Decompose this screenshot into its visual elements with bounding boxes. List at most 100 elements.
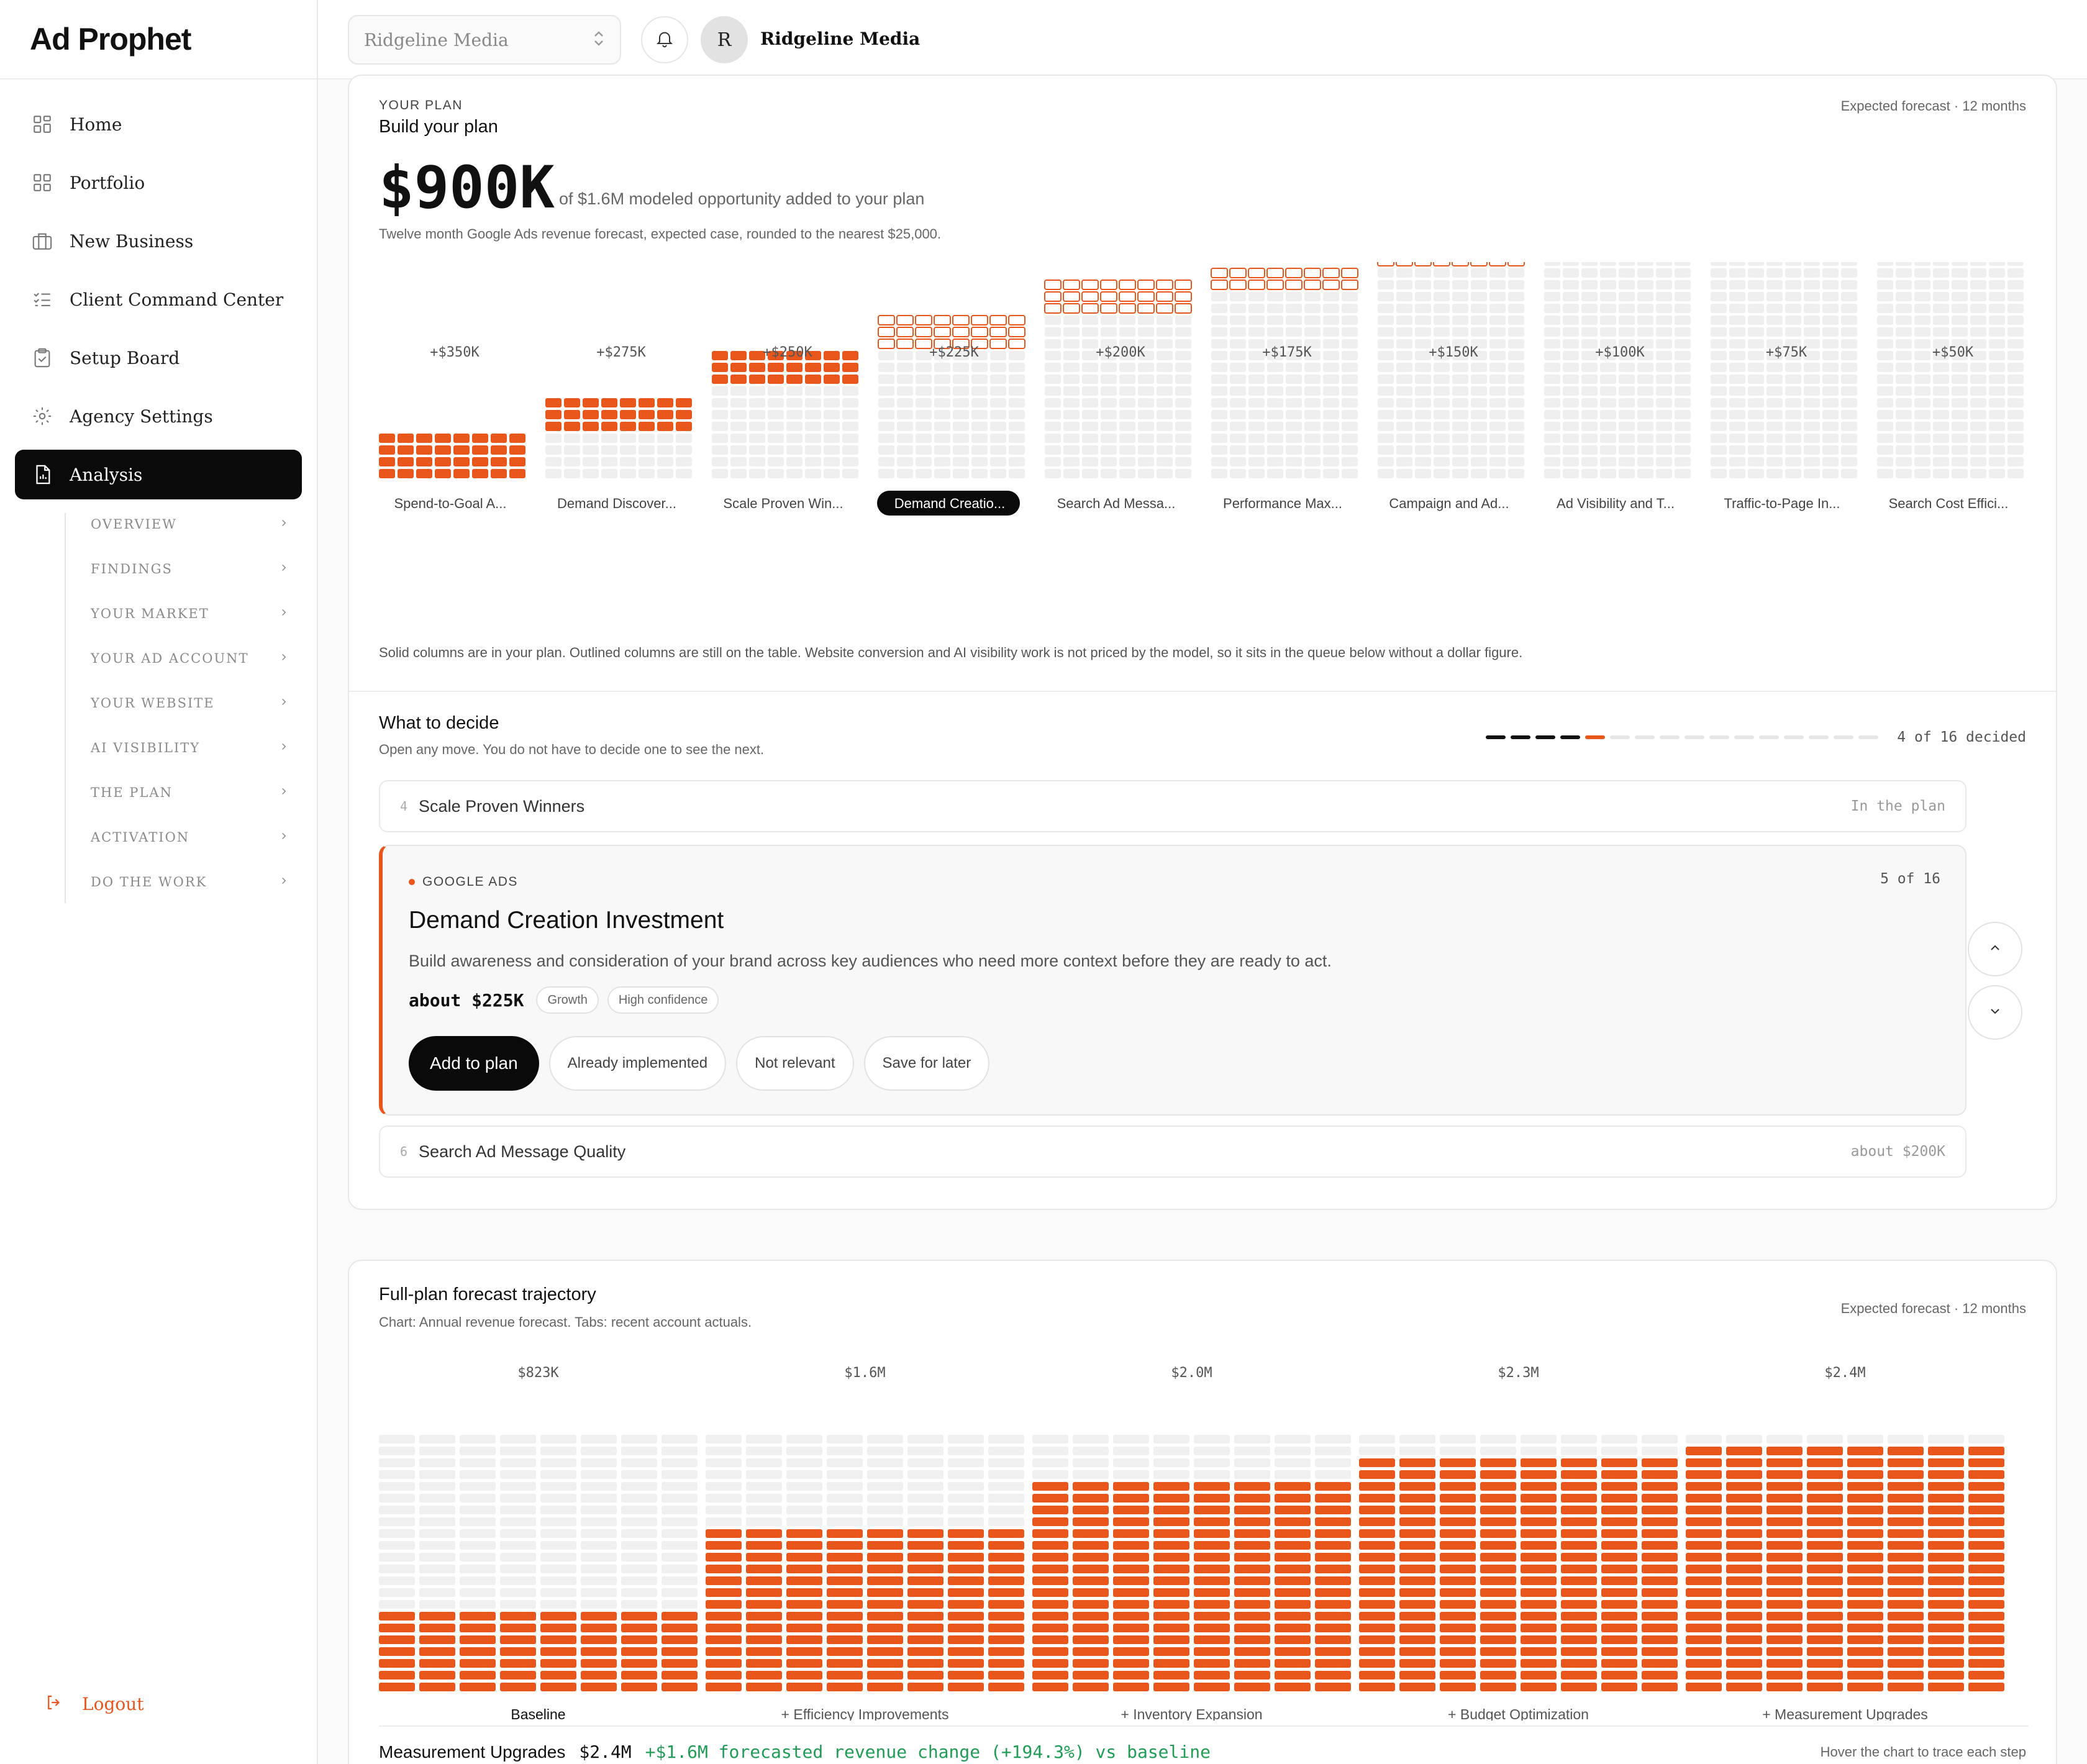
plan-bar-cell	[1286, 398, 1302, 407]
plan-bar-cell	[1323, 339, 1339, 348]
trajectory-bar-cell	[1521, 1447, 1557, 1455]
not-relevant-button[interactable]: Not relevant	[736, 1036, 854, 1091]
subnav-item-ai-visibility[interactable]: AI VISIBILITY	[91, 735, 289, 760]
plan-bar[interactable]	[712, 351, 858, 478]
sidebar-item-home[interactable]: Home	[15, 99, 302, 149]
plan-bar[interactable]	[1044, 280, 1192, 478]
plan-bar[interactable]	[1377, 262, 1525, 478]
plan-bar-cell	[491, 457, 507, 466]
next-move-button[interactable]	[1968, 985, 2022, 1040]
plan-bar-category-label[interactable]: Performance Max...	[1223, 496, 1342, 511]
notifications-button[interactable]	[641, 16, 688, 63]
already-implemented-button[interactable]: Already implemented	[548, 1036, 727, 1091]
plan-bar-category-label[interactable]: Traffic-to-Page In...	[1724, 496, 1840, 511]
app-logo[interactable]: Ad Prophet	[30, 22, 191, 57]
move-row-next[interactable]: 6 Search Ad Message Quality about $200K	[379, 1125, 1967, 1178]
trajectory-bar-cell	[1726, 1494, 1762, 1503]
trajectory-bar-cell	[1359, 1435, 1395, 1443]
save-for-later-button[interactable]: Save for later	[863, 1036, 990, 1091]
trajectory-bar[interactable]	[1686, 1435, 2004, 1691]
trajectory-bar-cell	[1113, 1671, 1149, 1680]
plan-bar-cell	[1157, 351, 1173, 360]
workspace-select[interactable]: Ridgeline Media	[348, 15, 621, 65]
trajectory-bar-cell	[1275, 1458, 1311, 1467]
subnav-item-do-the-work[interactable]: DO THE WORK	[91, 870, 289, 894]
subnav-item-your-market[interactable]: YOUR MARKET	[91, 601, 289, 626]
subnav-item-findings[interactable]: FINDINGS	[91, 557, 289, 581]
plan-bar-category-label[interactable]: Search Ad Messa...	[1057, 496, 1176, 511]
plan-bar-cell	[1322, 280, 1340, 290]
plan-bar[interactable]	[1544, 262, 1691, 478]
plan-bar-category-label[interactable]: Ad Visibility and T...	[1557, 496, 1675, 511]
plan-bar-cell	[1970, 375, 1986, 384]
sidebar-item-portfolio[interactable]: Portfolio	[15, 158, 302, 207]
sidebar-item-agency-settings[interactable]: Agency Settings	[15, 391, 302, 441]
logout-button[interactable]: Logout	[45, 1693, 144, 1715]
plan-bar-cell	[1785, 434, 1801, 443]
plan-bar-cell	[1729, 280, 1745, 289]
plan-bar-category-label[interactable]: Spend-to-Goal A...	[394, 496, 507, 511]
plan-bar[interactable]	[1711, 262, 1857, 478]
plan-bar-cell	[1267, 422, 1283, 431]
plan-bar[interactable]	[878, 315, 1025, 478]
trajectory-bar[interactable]	[706, 1435, 1024, 1691]
subnav-item-the-plan[interactable]: THE PLAN	[91, 780, 289, 805]
move-row-previous[interactable]: 4 Scale Proven Winners In the plan	[379, 780, 1967, 832]
plan-bar-category-label[interactable]: Search Cost Effici...	[1889, 496, 2009, 511]
plan-bar-cell	[1211, 339, 1227, 348]
subnav-item-overview[interactable]: OVERVIEW	[91, 512, 289, 537]
trajectory-bar-cell	[581, 1683, 617, 1691]
previous-move-button[interactable]	[1968, 922, 2022, 976]
plan-bar-cell	[1933, 457, 1949, 466]
plan-bar-cell	[1600, 375, 1616, 384]
plan-bar-category-label[interactable]: Scale Proven Win...	[723, 496, 843, 511]
plan-bar-category-label[interactable]: Demand Creatio...	[894, 496, 1006, 511]
plan-bar[interactable]	[1211, 268, 1358, 478]
plan-bar-category-label[interactable]: Campaign and Ad...	[1389, 496, 1509, 511]
subnav-item-activation[interactable]: ACTIVATION	[91, 825, 289, 850]
plan-bar-cell	[1785, 398, 1801, 407]
plan-bar-cell	[1434, 292, 1450, 301]
trajectory-bar-cell	[706, 1600, 742, 1609]
trajectory-bar[interactable]	[1359, 1435, 1678, 1691]
plan-bar-cell	[1989, 316, 2005, 325]
subnav-item-your-ad-account[interactable]: YOUR AD ACCOUNT	[91, 646, 289, 671]
plan-total-amount: $900K	[379, 154, 555, 222]
plan-bar-cell	[1914, 457, 1930, 466]
plan-bar[interactable]	[1877, 262, 2024, 478]
sidebar-item-analysis[interactable]: Analysis	[15, 450, 302, 499]
plan-bar[interactable]	[379, 434, 525, 478]
plan-bar-category-label[interactable]: Demand Discover...	[557, 496, 676, 511]
sidebar-item-label: Home	[70, 114, 122, 135]
plan-bar-cell	[1675, 280, 1691, 289]
trajectory-bar-cell	[948, 1517, 984, 1526]
trajectory-bar-cell	[1440, 1671, 1476, 1680]
plan-bar-cell	[1285, 280, 1303, 290]
sidebar-item-setup-board[interactable]: Setup Board	[15, 333, 302, 383]
trajectory-bar-cell	[867, 1671, 903, 1680]
plan-bar-cell	[1933, 434, 1949, 443]
trajectory-bar-cell	[706, 1529, 742, 1538]
trajectory-card: Full-plan forecast trajectory Chart: Ann…	[348, 1260, 2057, 1764]
trajectory-bar-cell	[1888, 1624, 1924, 1632]
trajectory-bar-cell	[1686, 1635, 1722, 1644]
plan-bar-cell	[990, 457, 1006, 466]
sidebar-item-new-business[interactable]: New Business	[15, 216, 302, 266]
trajectory-bar-cell	[988, 1553, 1024, 1562]
sidebar-item-client-command-center[interactable]: Client Command Center	[15, 275, 302, 324]
avatar[interactable]: R	[701, 16, 748, 63]
plan-bar[interactable]	[545, 398, 692, 478]
plan-bar-cell	[1619, 363, 1635, 372]
selected-category-pill[interactable]	[877, 491, 1020, 516]
trajectory-bar-cell	[1521, 1529, 1557, 1538]
plan-bar-cell	[1544, 410, 1560, 419]
plan-bar-cell	[842, 422, 858, 431]
progress-segment	[1660, 735, 1680, 739]
trajectory-bar[interactable]	[379, 1435, 698, 1691]
add-to-plan-button[interactable]: Add to plan	[409, 1036, 539, 1091]
trajectory-bar[interactable]	[1032, 1435, 1351, 1691]
subnav-item-your-website[interactable]: YOUR WEBSITE	[91, 691, 289, 716]
plan-bar-cell	[1452, 434, 1468, 443]
